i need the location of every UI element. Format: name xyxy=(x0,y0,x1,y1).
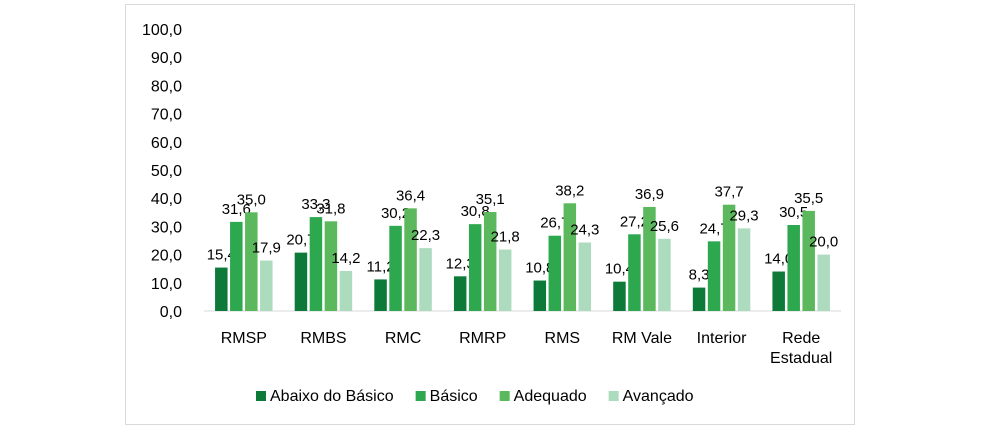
data-label: 33,3 xyxy=(301,196,330,213)
bar xyxy=(722,204,736,311)
data-label: 20,0 xyxy=(809,234,838,251)
bar xyxy=(817,254,830,311)
y-tick-label: 30,0 xyxy=(151,219,182,236)
data-label: 30,5 xyxy=(779,204,808,221)
bar xyxy=(658,238,671,311)
bar xyxy=(389,225,402,311)
y-tick-label: 60,0 xyxy=(151,135,182,152)
bar xyxy=(309,217,323,311)
y-tick-label: 70,0 xyxy=(151,107,182,124)
data-label: 36,4 xyxy=(396,187,425,204)
data-label: 12,3 xyxy=(446,255,475,272)
data-label: 36,9 xyxy=(635,186,664,203)
bar xyxy=(294,252,308,311)
bar xyxy=(613,281,626,311)
bar xyxy=(483,212,497,311)
bar xyxy=(563,203,577,311)
legend-swatch xyxy=(608,391,619,401)
y-tick-label: 50,0 xyxy=(151,163,182,180)
x-tick-label: Rede xyxy=(782,330,820,347)
bar xyxy=(419,248,432,311)
legend-swatch xyxy=(415,391,426,401)
data-label: 27,2 xyxy=(620,213,649,230)
data-label: 8,3 xyxy=(689,267,710,284)
x-tick-label: RMBS xyxy=(300,330,346,347)
data-label: 30,8 xyxy=(461,203,490,220)
data-label: 10,8 xyxy=(525,260,554,277)
bar xyxy=(245,212,258,311)
x-tick-label: Interior xyxy=(697,330,747,347)
bar xyxy=(548,235,562,311)
bar xyxy=(692,287,706,311)
bar xyxy=(230,221,243,311)
bar xyxy=(339,270,353,311)
x-tick-label: RMS xyxy=(545,330,581,347)
bar xyxy=(628,234,641,311)
data-label: 24,7 xyxy=(699,220,728,237)
data-label: 38,2 xyxy=(555,182,584,199)
bar xyxy=(498,249,512,311)
x-tick-label: RMC xyxy=(385,330,421,347)
data-label: 20,7 xyxy=(286,232,315,249)
bar xyxy=(533,280,547,311)
data-label: 30,2 xyxy=(381,205,410,222)
data-label: 37,7 xyxy=(714,184,743,201)
data-label: 14,2 xyxy=(331,250,360,267)
data-label: 31,8 xyxy=(316,200,345,217)
bar xyxy=(707,241,721,311)
x-tick-label: RMSP xyxy=(221,330,267,347)
legend-swatch xyxy=(499,391,510,401)
legend-swatch xyxy=(256,391,266,401)
bar xyxy=(260,260,273,311)
data-label: 21,8 xyxy=(491,229,520,246)
bar xyxy=(324,221,338,311)
bar xyxy=(737,228,751,311)
bar-chart: 0,0 10,0 20,0 30,0 40,0 50,0 60,0 70,0 80,0 90,0 1… xyxy=(142,22,841,405)
data-label: 11,2 xyxy=(367,258,395,275)
data-label: 26,7 xyxy=(540,215,569,232)
bar xyxy=(772,271,785,311)
x-tick-label: Estadual xyxy=(770,350,832,367)
y-tick-label: 20,0 xyxy=(151,248,182,265)
data-label: 17,9 xyxy=(252,240,281,257)
data-label: 35,0 xyxy=(237,191,266,208)
bar xyxy=(468,224,482,311)
data-label: 29,3 xyxy=(729,207,758,224)
y-tick-label: 100,0 xyxy=(142,22,182,39)
data-label: 25,6 xyxy=(650,218,679,235)
data-label: 10,4 xyxy=(605,261,634,278)
data-label: 14,0 xyxy=(764,251,793,268)
bar xyxy=(453,276,467,311)
bar xyxy=(787,224,800,311)
y-tick-label: 40,0 xyxy=(151,191,182,208)
data-label: 35,5 xyxy=(794,190,823,207)
y-tick-label: 0,0 xyxy=(160,304,182,321)
legend-label: Abaixo do Básico xyxy=(270,388,394,405)
x-tick-label: RM Vale xyxy=(612,330,672,347)
data-label: 24,3 xyxy=(570,221,599,238)
y-tick-label: 80,0 xyxy=(151,78,182,95)
bar xyxy=(215,267,228,311)
x-tick-label: RMRP xyxy=(459,330,506,347)
y-tick-label: 10,0 xyxy=(151,276,182,293)
bar xyxy=(404,208,417,311)
legend-label: Adequado xyxy=(514,388,587,405)
data-label: 35,1 xyxy=(476,191,505,208)
legend-label: Básico xyxy=(430,388,478,405)
bar xyxy=(374,279,387,311)
bar xyxy=(802,210,815,311)
bar xyxy=(578,242,592,311)
data-label: 15,4 xyxy=(207,247,236,264)
legend-label: Avançado xyxy=(623,388,694,405)
data-label: 22,3 xyxy=(411,227,440,244)
chart-frame: 0,0 10,0 20,0 30,0 40,0 50,0 60,0 70,0 80,0 90,0 1… xyxy=(125,4,855,425)
y-tick-label: 90,0 xyxy=(151,50,182,67)
data-label: 31,6 xyxy=(222,201,251,218)
bar xyxy=(643,206,656,311)
